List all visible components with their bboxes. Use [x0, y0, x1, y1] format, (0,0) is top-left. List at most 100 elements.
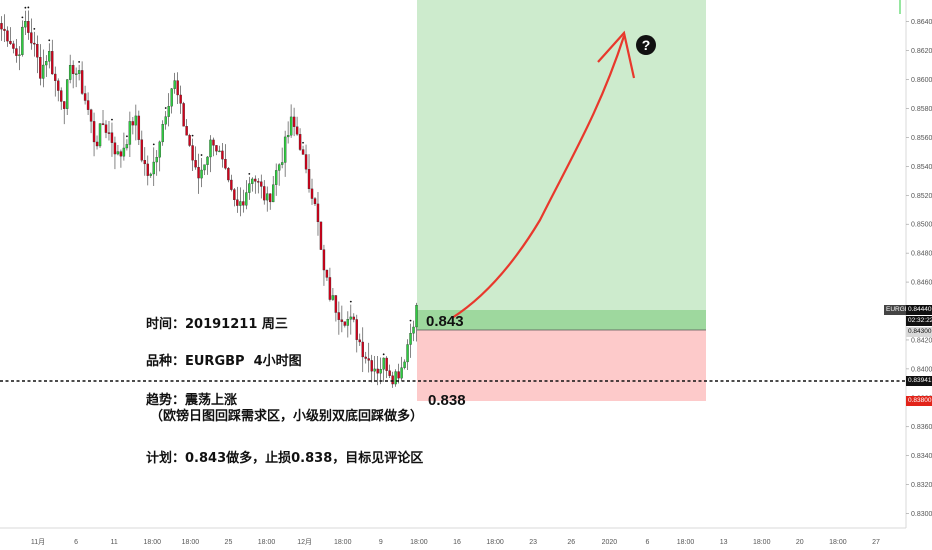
- time-tick-label: 23: [529, 539, 537, 546]
- note-time: 时间：20191211 周三: [146, 317, 288, 332]
- candle-down: [60, 90, 63, 102]
- candle-up: [128, 121, 132, 145]
- candle-up: [277, 164, 281, 171]
- candle-up: [346, 319, 350, 326]
- candle-down: [182, 103, 185, 127]
- candle-down: [83, 93, 87, 101]
- candles-group: [0, 6, 418, 388]
- candle-down: [254, 178, 257, 182]
- candle-up: [170, 88, 173, 107]
- stop-price-tag: 0.83800: [906, 396, 932, 406]
- candle-up: [400, 367, 403, 379]
- candle-up: [248, 183, 251, 193]
- candle-down: [140, 139, 144, 161]
- candle-up: [161, 124, 164, 143]
- time-tick-label: 18:00: [753, 539, 771, 546]
- time-tick-label: 9: [379, 539, 383, 546]
- fractal-marker: [21, 16, 24, 19]
- candle-down: [131, 121, 135, 126]
- fractal-marker: [111, 118, 113, 121]
- candle-down: [224, 158, 227, 169]
- target-zone[interactable]: [417, 0, 706, 330]
- candle-down: [242, 201, 245, 206]
- candle-down: [86, 100, 90, 110]
- note-trend-title: 趋势：震荡上涨: [146, 393, 238, 408]
- candle-down: [71, 65, 75, 75]
- candle-up: [173, 80, 176, 89]
- time-tick-label: 18:00: [258, 539, 276, 546]
- time-axis[interactable]: 11月 6 11 18:00 18:00 25 18:00 12月 18:00 9 18:00 16 1…: [31, 538, 880, 546]
- candle-up: [125, 144, 129, 149]
- time-tick-label: 16: [453, 539, 461, 546]
- fractal-marker: [164, 107, 167, 109]
- candle-down: [367, 358, 370, 361]
- candle-down: [313, 198, 317, 205]
- candle-up: [155, 157, 158, 163]
- candle-up: [206, 156, 209, 165]
- candle-down: [3, 28, 6, 31]
- candle-up: [24, 21, 27, 28]
- candle-up: [98, 123, 102, 147]
- time-tick-label: 12月: [297, 538, 312, 546]
- candle-down: [0, 23, 3, 30]
- time-tick-label: 27: [872, 539, 880, 546]
- projection-arrow[interactable]: [451, 35, 626, 319]
- candle-down: [307, 169, 311, 190]
- candle-up: [48, 51, 51, 62]
- candle-down: [257, 181, 260, 183]
- candle-down: [385, 357, 388, 371]
- candle-down: [376, 368, 379, 374]
- time-tick-label: 18:00: [486, 539, 504, 546]
- candle-down: [370, 360, 373, 372]
- target-zone-near: [417, 310, 706, 330]
- time-tick-label: 18:00: [334, 539, 352, 546]
- current-price-tag: 0.84440: [906, 305, 932, 315]
- countdown-tag: 02:32:22: [906, 316, 932, 326]
- time-tick-label: 20: [796, 539, 804, 546]
- stop-level-label: 0.838: [428, 392, 466, 409]
- fractal-marker: [78, 61, 81, 63]
- candle-down: [27, 21, 30, 33]
- time-tick-label: 18:00: [182, 539, 200, 546]
- entry-level-label: 0.843: [426, 313, 464, 330]
- candle-down: [6, 30, 9, 42]
- candle-down: [227, 168, 230, 181]
- candle-up: [68, 65, 72, 80]
- candle-up: [412, 326, 415, 334]
- candle-up: [21, 26, 24, 55]
- candle-down: [298, 134, 302, 150]
- candle-up: [349, 316, 353, 320]
- fractal-marker: [191, 134, 194, 137]
- candle-down: [80, 70, 84, 94]
- candle-down: [104, 124, 108, 133]
- candle-up: [134, 115, 138, 126]
- candle-down: [301, 149, 305, 155]
- time-tick-label: 13: [720, 539, 728, 546]
- candle-down: [319, 221, 323, 250]
- candle-up: [394, 371, 397, 385]
- fractal-marker: [125, 135, 128, 138]
- candle-down: [191, 145, 194, 161]
- candle-down: [185, 126, 188, 136]
- stop-zone[interactable]: [417, 330, 706, 401]
- fractal-marker: [33, 27, 36, 30]
- candle-down: [316, 203, 320, 223]
- candle-down: [221, 150, 224, 160]
- candle-down: [143, 160, 147, 165]
- entry-price-tag: 0.84300: [906, 327, 932, 337]
- time-tick-label: 18:00: [410, 539, 428, 546]
- question-mark: ?: [642, 37, 651, 53]
- candle-down: [197, 166, 200, 179]
- candle-down: [322, 249, 326, 271]
- fractal-marker: [48, 39, 51, 42]
- candle-down: [101, 123, 105, 125]
- time-tick-label: 11: [111, 539, 118, 546]
- candle-down: [269, 193, 272, 203]
- candle-down: [62, 101, 66, 109]
